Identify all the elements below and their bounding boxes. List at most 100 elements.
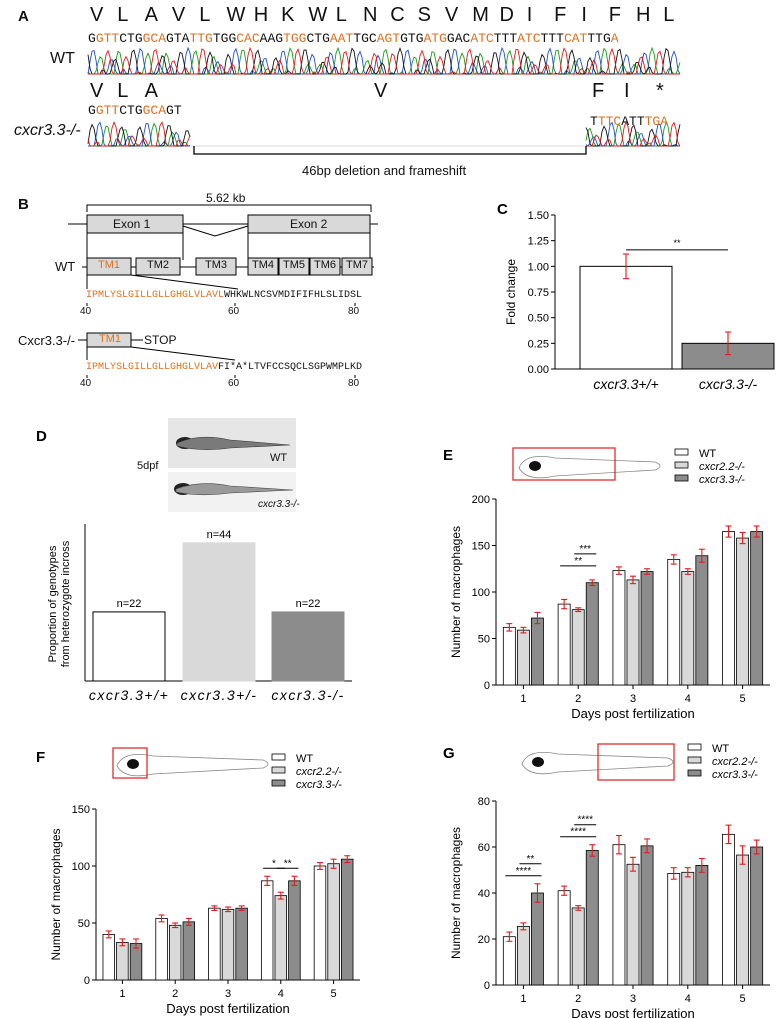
dna-codon: GTT bbox=[95, 31, 120, 46]
bar-e bbox=[750, 531, 764, 686]
amino-acid: F bbox=[608, 4, 621, 26]
amino-acid: F bbox=[554, 4, 567, 26]
bar-count-label: n=22 bbox=[296, 598, 321, 610]
significance-mark: **** bbox=[570, 827, 586, 838]
legend-swatch bbox=[271, 766, 286, 774]
deletion-label: 46bp deletion and frameshift bbox=[302, 163, 467, 178]
wt-protein-sequence: IPMLYSLGILLGLLGHGLVLAVLWHKWLNCSVMDIFIFHL… bbox=[86, 290, 362, 301]
residue-position: 40 bbox=[80, 378, 92, 389]
panel-label-g: G bbox=[443, 745, 455, 762]
stage-label: 5dpf bbox=[137, 460, 159, 472]
y-tick-label: 200 bbox=[472, 494, 490, 506]
y-tick-label: 0.50 bbox=[528, 313, 549, 325]
amino-acid: I bbox=[526, 4, 533, 26]
bar-e bbox=[640, 571, 654, 686]
amino-acid: A bbox=[144, 80, 158, 102]
bar-g bbox=[571, 907, 585, 986]
bar-f bbox=[313, 865, 327, 981]
x-axis-label: Days post fertilization bbox=[166, 1001, 290, 1016]
mutant-larva-label: cxcr3.3-/- bbox=[258, 499, 300, 510]
tm-domain-7: TM7 bbox=[346, 259, 368, 271]
dna-codon: GAC bbox=[446, 31, 471, 46]
bar-d-2 bbox=[271, 611, 345, 682]
mutant-aa-mid: V bbox=[374, 80, 388, 102]
bar-e bbox=[531, 617, 544, 686]
legend-label: cxcr2.2-/- bbox=[712, 756, 758, 768]
x-category-label: cxcr3.3+/+ bbox=[593, 376, 658, 392]
x-tick-label: 5 bbox=[331, 988, 337, 1000]
panel-label-a: A bbox=[18, 8, 29, 25]
x-category-label: cxcr3.3-/- bbox=[699, 376, 758, 392]
amino-acid: D bbox=[499, 4, 514, 26]
bar-count-label: n=44 bbox=[207, 529, 232, 541]
exon2-label: Exon 2 bbox=[290, 217, 328, 231]
significance-mark: **** bbox=[577, 815, 593, 826]
amino-acid: K bbox=[281, 4, 295, 26]
x-axis-label: Days post fertilization bbox=[571, 706, 695, 721]
x-category-label: cxcr3.3+/- bbox=[181, 687, 258, 703]
significance-mark: ** bbox=[574, 556, 582, 567]
dna-codon: CTG bbox=[119, 31, 143, 46]
bar-e bbox=[612, 570, 626, 686]
bar-g bbox=[695, 865, 709, 986]
mutant-dna-right: TTTCATTTGA bbox=[590, 114, 668, 129]
dna-codon: AAT bbox=[329, 31, 354, 46]
y-tick-label: 50 bbox=[478, 634, 490, 646]
residue-position: 80 bbox=[348, 306, 360, 317]
legend-swatch bbox=[687, 743, 702, 751]
wt-seq-black: WHKWLNCSVMDIFIFHLSLIDSL bbox=[224, 290, 363, 301]
bar-f bbox=[208, 907, 221, 981]
legend-swatch bbox=[687, 769, 702, 777]
bar-e bbox=[722, 531, 735, 686]
legend-label: cxcr3.3-/- bbox=[699, 474, 745, 486]
dna-codon: TGG bbox=[283, 31, 307, 46]
amino-acid: I bbox=[624, 80, 630, 102]
residue-position: 60 bbox=[228, 378, 240, 389]
dna-codon: G bbox=[88, 103, 96, 118]
bar-d-1 bbox=[182, 542, 256, 682]
y-tick-label: 100 bbox=[72, 861, 90, 873]
dna-codon: TGG bbox=[212, 31, 237, 46]
dna-codon: GTG bbox=[400, 31, 424, 46]
amino-acid: V bbox=[444, 4, 459, 26]
bar-g bbox=[750, 846, 764, 986]
amino-acid: V bbox=[90, 4, 104, 26]
panel-label-c: C bbox=[497, 201, 508, 218]
bar-g bbox=[681, 871, 695, 986]
bar-f bbox=[102, 934, 115, 981]
bar-f bbox=[288, 880, 301, 981]
x-tick-label: 4 bbox=[278, 988, 284, 1000]
x-tick-label: 2 bbox=[575, 693, 581, 705]
dna-codon: G bbox=[88, 31, 96, 46]
legend-label: cxcr3.3-/- bbox=[296, 779, 342, 791]
y-axis-label: Proportion of genotypesfrom heterozygote… bbox=[47, 540, 72, 667]
dna-codon: CAT bbox=[563, 31, 588, 46]
wt-dna-sequence: GGTTCTGGCAGTATTGTGGCACAAGTGGCTGAATTGCAGT… bbox=[88, 31, 619, 46]
amino-acid: A bbox=[144, 4, 158, 26]
bar-e bbox=[736, 537, 750, 686]
bar-f bbox=[168, 924, 182, 981]
x-tick-label: 3 bbox=[630, 993, 636, 1005]
dna-codon: GCA bbox=[142, 103, 167, 118]
y-tick-label: 80 bbox=[478, 796, 490, 808]
mutant-genotype-label: cxcr3.3-/- bbox=[14, 122, 81, 139]
bar-g bbox=[722, 833, 735, 986]
bar-g bbox=[557, 890, 571, 986]
bar-e bbox=[557, 603, 571, 686]
bar-e bbox=[502, 626, 516, 686]
dna-codon: TGA bbox=[644, 114, 669, 129]
y-tick-label: 0 bbox=[484, 680, 490, 692]
y-tick-label: 0.00 bbox=[528, 364, 549, 376]
legend-swatch bbox=[271, 753, 286, 761]
mut-seq-orange: IPMLYSLGILLGLLGHGLVLAV bbox=[86, 362, 219, 373]
x-tick-label: 1 bbox=[119, 988, 125, 1000]
wt-larva-label: WT bbox=[270, 452, 288, 464]
amino-acid: I bbox=[581, 4, 587, 26]
bar-f bbox=[182, 921, 196, 981]
y-tick-label: 60 bbox=[478, 842, 490, 854]
dna-codon: CTG bbox=[306, 31, 330, 46]
bar-e bbox=[585, 582, 599, 686]
legend-label: WT bbox=[712, 743, 729, 755]
dna-codon: AGT bbox=[376, 31, 401, 46]
amino-acid: L bbox=[117, 80, 129, 102]
